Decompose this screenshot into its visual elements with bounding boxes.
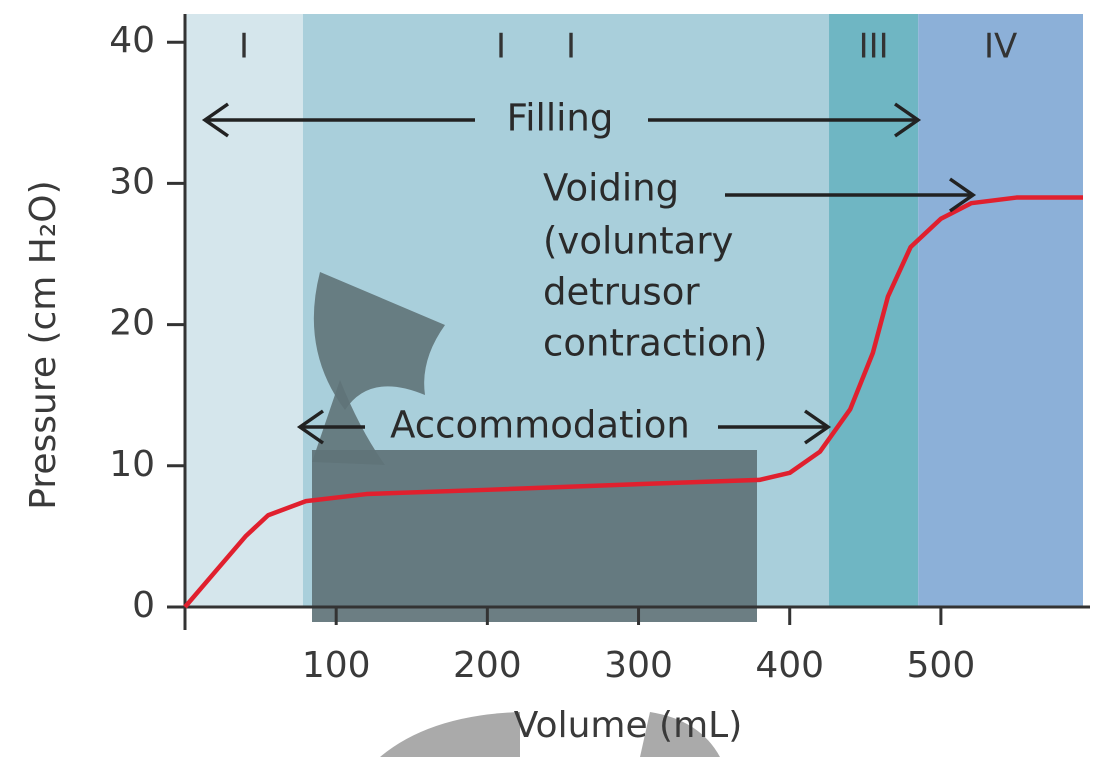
arrow-head <box>201 102 229 138</box>
phase-label: III <box>859 27 889 67</box>
phase-label: II <box>496 27 636 67</box>
occluder <box>312 380 385 465</box>
x-tick-label: 100 <box>302 645 371 686</box>
phase-band <box>185 14 303 607</box>
y-tick-label: 40 <box>109 20 155 61</box>
arrow-head <box>804 409 832 445</box>
occluder <box>313 272 445 410</box>
x-tick-label: 500 <box>907 645 976 686</box>
occluder <box>380 712 520 757</box>
y-tick-label: 0 <box>132 585 155 626</box>
phase-label: I <box>239 27 249 67</box>
arrow-head <box>296 409 324 445</box>
phase-band <box>918 14 1083 607</box>
x-tick-label: 300 <box>604 645 673 686</box>
annotation: Filling <box>507 97 614 140</box>
annotation: contraction) <box>543 322 767 365</box>
y-tick-label: 10 <box>109 444 155 485</box>
phase-band <box>829 14 919 607</box>
occluder <box>640 712 720 757</box>
y-axis-title: Pressure (cm H₂O) <box>23 180 64 509</box>
x-axis-title: Volume (mL) <box>514 705 743 746</box>
arrow-head <box>894 102 922 138</box>
annotation: (voluntary <box>543 220 733 263</box>
arrow-head <box>949 177 977 213</box>
y-tick-label: 20 <box>109 303 155 344</box>
occluder <box>312 450 757 622</box>
annotation: Voiding <box>543 167 679 210</box>
annotation: Accommodation <box>390 404 690 447</box>
data-line <box>183 195 1083 609</box>
x-tick-label: 200 <box>453 645 522 686</box>
y-tick-label: 30 <box>109 161 155 202</box>
phase-label: IV <box>984 27 1017 67</box>
annotation: detrusor <box>543 271 700 314</box>
x-tick-label: 400 <box>755 645 824 686</box>
